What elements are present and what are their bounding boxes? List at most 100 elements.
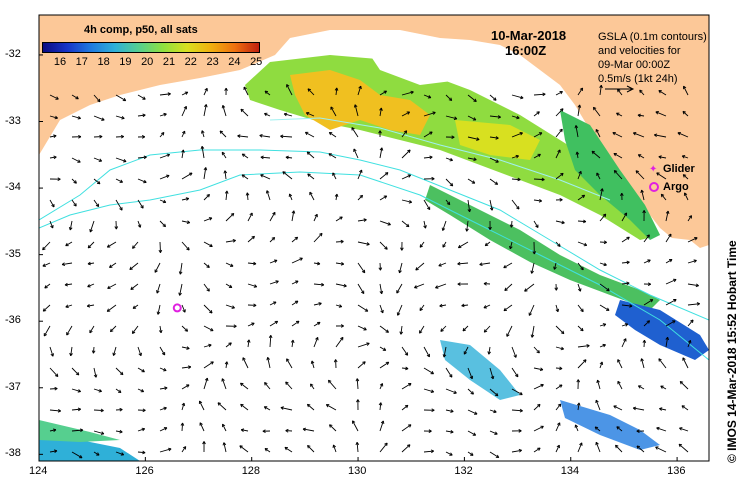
velocity-arrow [511,154,519,159]
velocity-arrow [313,321,321,327]
velocity-arrow [503,262,513,269]
velocity-arrow [87,261,95,266]
velocity-arrow [159,174,170,180]
velocity-arrow [44,283,51,289]
velocity-arrow [154,262,161,273]
velocity-arrow [511,388,523,396]
argo-float-marker [172,303,182,313]
velocity-arrow [159,406,167,411]
velocity-arrow [687,259,697,264]
velocity-arrow [310,360,315,369]
velocity-arrow [71,134,82,139]
velocity-arrow [423,131,433,138]
velocity-arrow [291,280,299,285]
velocity-arrow [137,199,144,209]
velocity-arrow [554,283,559,291]
velocity-arrow [617,359,623,369]
velocity-arrow [240,403,249,411]
sst-scatter-se [560,400,660,450]
velocity-arrow [511,408,523,413]
velocity-arrow [401,90,414,96]
velocity-arrow [112,346,117,356]
velocity-arrow [313,336,319,348]
velocity-arrow [555,128,563,138]
velocity-arrow [89,220,95,233]
velocity-arrow [203,377,209,390]
velocity-arrow [511,346,517,358]
velocity-arrow [49,449,58,453]
x-tick-label: 130 [348,465,367,477]
velocity-arrow [335,336,344,348]
velocity-arrow [225,342,232,348]
velocity-arrow [467,94,477,103]
velocity-arrow [533,177,545,182]
velocity-arrow [221,378,227,390]
velocity-arrow [423,111,436,117]
velocity-arrow [137,155,147,160]
velocity-arrow [240,108,249,117]
velocity-arrow [632,131,645,138]
velocity-arrow [665,299,677,306]
velocity-arrow [489,94,497,101]
velocity-arrow [533,346,540,354]
velocity-arrow [441,220,447,231]
velocity-arrow [555,444,560,453]
velocity-arrow [467,136,480,141]
velocity-arrow [613,152,623,159]
velocity-arrow [332,444,337,453]
velocity-arrow [181,346,190,350]
velocity-arrow [489,451,500,458]
velocity-arrow [356,399,360,411]
velocity-arrow [265,190,271,201]
y-tick-label: -36 [5,314,21,327]
velocity-arrow [357,85,362,96]
velocity-arrow [178,283,183,296]
velocity-arrow [504,283,513,292]
velocity-arrow [181,172,193,180]
velocity-arrow [555,304,560,313]
velocity-arrow [49,220,54,229]
velocity-arrow [484,241,491,247]
velocity-arrow [445,367,453,378]
velocity-arrow [49,134,57,138]
velocity-arrow [91,346,96,354]
velocity-arrow [334,193,339,201]
sst-green-sw [39,420,120,442]
velocity-arrow [577,194,586,201]
gsla-contour-2 [39,171,709,361]
velocity-arrow [577,344,590,348]
velocity-arrow [69,346,73,357]
velocity-arrow [357,241,370,246]
velocity-arrow [130,283,139,290]
velocity-arrow [93,157,103,162]
velocity-arrow [530,325,535,338]
velocity-arrow [332,172,337,180]
velocity-arrow [269,237,276,243]
velocity-arrow [379,241,388,250]
velocity-arrow [203,283,210,292]
velocity-arrow [457,261,469,266]
gsla-contour-1 [39,149,709,321]
velocity-arrow [682,174,689,180]
velocity-arrow [115,94,127,102]
velocity-arrow [159,447,172,453]
velocity-arrow [93,430,105,435]
velocity-arrow [351,127,359,138]
velocity-arrow [49,367,59,377]
velocity-arrow [640,189,645,201]
velocity-arrow [681,405,689,411]
velocity-arrow [93,94,101,103]
velocity-arrow [137,220,142,228]
velocity-arrow [269,259,278,264]
velocity-arrow [555,197,563,202]
y-tick-label: -37 [5,380,21,393]
velocity-arrow [66,325,73,336]
plot-frame [38,14,710,462]
velocity-arrow [509,241,513,250]
velocity-arrow [442,241,447,248]
velocity-arrow [467,199,472,213]
velocity-arrow [577,241,588,247]
velocity-arrow [71,115,81,120]
velocity-arrow [621,304,633,308]
velocity-arrow [42,304,51,312]
